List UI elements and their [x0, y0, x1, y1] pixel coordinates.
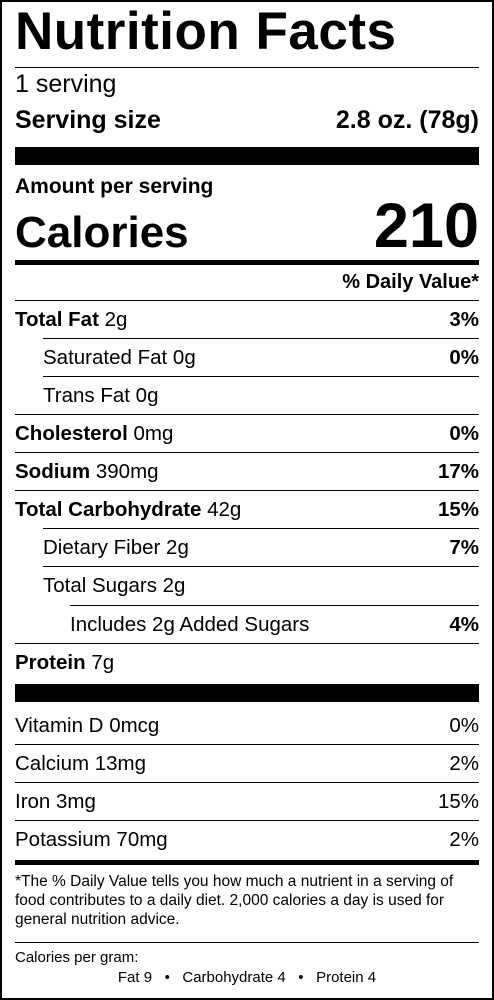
protein-calories-per-gram: Protein 4 [316, 969, 377, 986]
nutrient-dv: 7% [449, 536, 479, 559]
divider [70, 605, 479, 606]
vitamin-amount: 3mg [56, 790, 96, 813]
divider [15, 782, 479, 783]
divider [15, 744, 479, 745]
label-title: Nutrition Facts [15, 2, 397, 61]
serving-size-label: Serving size [15, 106, 161, 134]
nutrient-row-total-carbohydrate: Total Carbohydrate 42g 15% [15, 491, 479, 528]
nutrient-row-protein: Protein 7g [15, 644, 479, 681]
vitamin-name: Calcium [15, 752, 90, 775]
vitamin-dv: 0% [449, 714, 479, 737]
nutrient-name: Saturated Fat [43, 346, 168, 369]
nutrient-amount: 0mg [133, 422, 174, 445]
divider [15, 820, 479, 821]
daily-value-footnote: *The % Daily Value tells you how much a … [15, 873, 454, 928]
nutrient-amount: 42g [207, 498, 242, 521]
divider [43, 338, 479, 339]
divider [15, 643, 479, 644]
divider [43, 528, 479, 529]
carbohydrate-calories-per-gram: Carbohydrate 4 [182, 969, 286, 986]
vitamin-dv: 15% [437, 790, 479, 813]
calories-label: Calories [15, 208, 189, 257]
nutrient-name: Cholesterol [15, 422, 128, 445]
nutrient-amount: 0g [172, 346, 196, 369]
vitamin-name: Iron [15, 790, 51, 813]
nutrient-dv: 3% [449, 308, 479, 331]
thick-divider [15, 684, 479, 702]
medium-divider [15, 260, 479, 265]
vitamin-row-vitamin-d: Vitamin D 0mcg 0% [15, 707, 479, 744]
separator-bullet: • [164, 969, 170, 986]
separator-bullet: • [298, 969, 304, 986]
nutrient-amount: 0g [135, 384, 159, 407]
nutrient-row-saturated-fat: Saturated Fat 0g 0% [43, 339, 479, 376]
nutrient-amount: 2g [162, 574, 186, 597]
divider [43, 376, 479, 377]
nutrient-row-total-fat: Total Fat 2g 3% [15, 301, 479, 338]
fat-calories-per-gram: Fat 9 [117, 969, 153, 986]
nutrient-row-trans-fat: Trans Fat 0g [43, 377, 479, 414]
nutrient-dv: 0% [449, 346, 479, 369]
vitamin-dv: 2% [449, 752, 479, 775]
medium-divider [15, 860, 479, 865]
nutrient-row-added-sugars: Includes 2g Added Sugars 4% [70, 606, 479, 643]
vitamin-dv: 2% [449, 828, 479, 851]
nutrient-name: Trans Fat [43, 384, 130, 407]
calories-per-gram-values: Fat 9 • Carbohydrate 4 • Protein 4 [15, 968, 479, 987]
nutrient-amount: 7g [91, 651, 115, 674]
divider [43, 566, 479, 567]
calories-row: Calories 210 [15, 192, 479, 260]
nutrient-name: Protein [15, 651, 86, 674]
vitamin-amount: 13mg [94, 752, 147, 775]
daily-value-header: % Daily Value* [15, 266, 479, 298]
divider [15, 490, 479, 491]
nutrient-name: Total Carbohydrate [15, 498, 202, 521]
vitamin-amount: 0mcg [109, 714, 160, 737]
vitamin-name: Vitamin D [15, 714, 104, 737]
amount-per-serving: Amount per serving [15, 175, 214, 198]
nutrient-name: Total Fat [15, 308, 99, 331]
vitamin-row-iron: Iron 3mg 15% [15, 783, 479, 820]
nutrient-amount: 2g [166, 536, 189, 559]
divider [15, 414, 479, 415]
daily-value-header-text: % Daily Value* [342, 271, 479, 293]
divider [15, 452, 479, 453]
nutrient-amount: 390mg [95, 460, 159, 483]
vitamin-row-calcium: Calcium 13mg 2% [15, 745, 479, 782]
calories-value: 210 [373, 191, 479, 261]
divider [15, 300, 479, 301]
nutrient-name: Total Sugars [43, 574, 157, 597]
vitamin-amount: 70mg [116, 828, 168, 851]
nutrient-dv: 17% [437, 460, 479, 483]
serving-size-row: Serving size 2.8 oz. (78g) [15, 104, 479, 136]
thick-divider [15, 147, 479, 165]
nutrient-dv: 0% [449, 422, 479, 445]
nutrient-name: Sodium [15, 460, 91, 483]
nutrient-row-sodium: Sodium 390mg 17% [15, 453, 479, 490]
servings-per-container: 1 serving [15, 70, 117, 98]
vitamin-name: Potassium [15, 828, 111, 851]
nutrient-amount: 2g [104, 308, 128, 331]
divider [15, 942, 479, 943]
nutrient-row-cholesterol: Cholesterol 0mg 0% [15, 415, 479, 452]
nutrient-dv: 4% [449, 613, 479, 636]
nutrient-dv: 15% [437, 498, 479, 521]
calories-per-gram-label: Calories per gram: [15, 949, 139, 966]
nutrient-row-dietary-fiber: Dietary Fiber 2g 7% [43, 529, 479, 566]
divider [15, 67, 479, 68]
nutrient-row-total-sugars: Total Sugars 2g [43, 567, 479, 604]
vitamin-row-potassium: Potassium 70mg 2% [15, 821, 479, 858]
nutrient-name: Dietary Fiber [43, 536, 161, 559]
nutrient-name: Includes 2g Added Sugars [70, 613, 310, 636]
serving-size-value: 2.8 oz. (78g) [335, 106, 479, 134]
label-content: Nutrition Facts 1 serving Serving size 2… [15, 2, 479, 998]
